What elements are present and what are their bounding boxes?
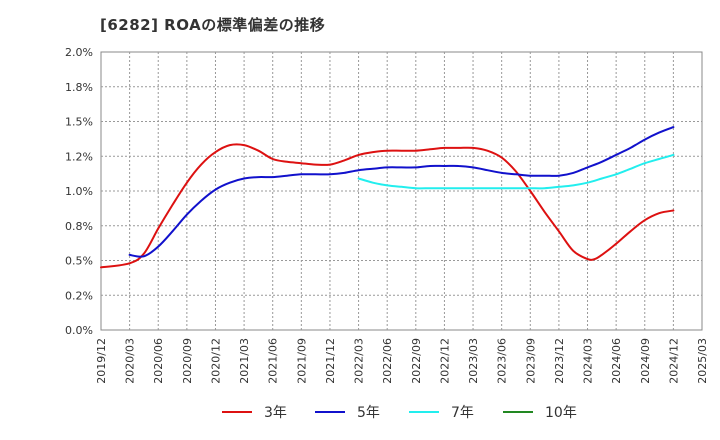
x-tick-label: 2022/09 <box>410 338 423 384</box>
axis-layer: 0.0% 0.2% 0.5% 0.8% 1.0% 1.2% 1.5% 1.8% 2.0% 2019… <box>65 46 709 384</box>
x-tick-label: 2020/06 <box>152 338 165 384</box>
legend-label-0: 3年 <box>264 405 287 421</box>
x-tick-label: 2023/03 <box>467 338 480 384</box>
y-tick-label: 1.5% <box>65 116 93 129</box>
y-tick-label: 1.0% <box>65 185 93 198</box>
y-tick-label: 0.8% <box>65 220 93 233</box>
x-tick-label: 2021/09 <box>295 338 308 384</box>
x-tick-label: 2023/09 <box>524 338 537 384</box>
legend: 3年 5年 7年 10年 <box>222 405 577 421</box>
y-tick-label: 2.0% <box>65 46 93 59</box>
y-tick-label: 0.0% <box>65 324 93 337</box>
y-tick-label: 0.2% <box>65 289 93 302</box>
x-tick-label: 2021/06 <box>267 338 280 384</box>
y-tick-label: 0.5% <box>65 255 93 268</box>
x-tick-label: 2022/03 <box>353 338 366 384</box>
series-line-0 <box>100 143 675 269</box>
chart-title: [6282] ROAの標準偏差の推移 <box>100 16 326 34</box>
x-tick-label: 2024/03 <box>582 338 595 384</box>
x-tick-label: 2022/12 <box>438 338 451 384</box>
x-tick-label: 2020/12 <box>209 338 222 384</box>
grid-layer <box>100 51 703 331</box>
x-tick-label: 2024/12 <box>667 338 680 384</box>
legend-label-1: 5年 <box>357 405 380 421</box>
series-layer <box>100 126 675 269</box>
x-tick-label: 2019/12 <box>95 338 108 384</box>
legend-label-3: 10年 <box>545 405 577 421</box>
series-line-1 <box>128 126 675 258</box>
y-tick-label: 1.8% <box>65 81 93 94</box>
x-tick-label: 2020/03 <box>124 338 137 384</box>
x-tick-label: 2024/06 <box>610 338 623 384</box>
legend-label-2: 7年 <box>451 405 474 421</box>
x-tick-label: 2023/06 <box>496 338 509 384</box>
series-line-2 <box>357 153 675 190</box>
x-tick-label: 2021/03 <box>238 338 251 384</box>
x-tick-label: 2022/06 <box>381 338 394 384</box>
x-tick-label: 2025/03 <box>696 338 709 384</box>
x-tick-label: 2020/09 <box>181 338 194 384</box>
x-tick-label: 2021/12 <box>324 338 337 384</box>
x-tick-label: 2023/12 <box>553 338 566 384</box>
x-tick-label: 2024/09 <box>639 338 652 384</box>
y-tick-label: 1.2% <box>65 150 93 163</box>
